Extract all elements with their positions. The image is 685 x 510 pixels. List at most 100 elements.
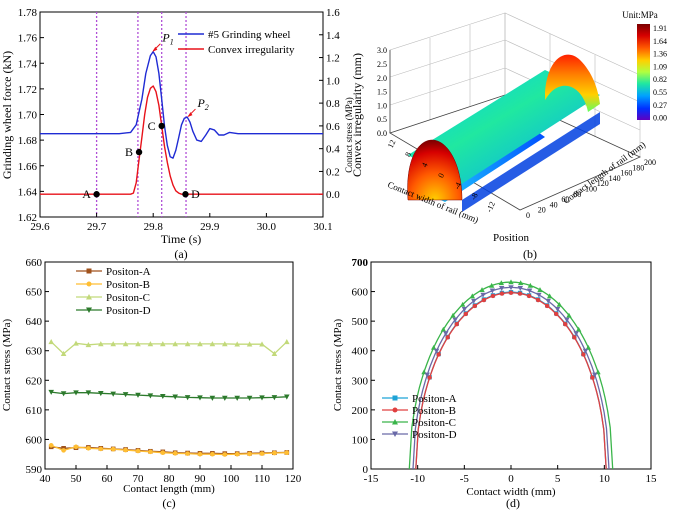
data-point <box>135 341 141 347</box>
colorbar-tick-label: 1.64 <box>653 37 667 46</box>
data-point <box>554 311 559 317</box>
data-point <box>160 450 166 456</box>
panel-d-xlabel: Contact width (mm) <box>466 486 556 498</box>
x-tick-label: 8 <box>403 151 413 158</box>
data-point <box>469 293 476 299</box>
panel-a-y2label: Convex irregularity (mm) <box>350 53 364 177</box>
data-point <box>122 341 129 347</box>
data-point <box>122 392 129 398</box>
data-point <box>536 292 542 298</box>
y2-tick-label: 1.4 <box>326 30 340 42</box>
annotation-subscript: 1 <box>170 38 174 47</box>
data-point <box>172 394 178 400</box>
data-point <box>160 341 166 347</box>
z-tick-label: 2.5 <box>377 60 387 69</box>
colorbar-tick-label: 0.00 <box>653 114 667 123</box>
x-tick-label: 4 <box>420 161 430 168</box>
surface-x-ticks: 12 840 -4 -8 -12 <box>386 138 497 213</box>
point-label-d: D <box>191 187 200 201</box>
legend-marker <box>392 431 398 437</box>
data-point <box>284 394 290 400</box>
data-point <box>463 311 468 317</box>
x-tick-label: 110 <box>254 473 271 485</box>
point-c <box>158 122 165 130</box>
annotation-subscript: 2 <box>205 103 209 112</box>
y-tick-label: 620 <box>26 375 43 387</box>
series-line-positon-c <box>50 341 288 355</box>
data-point <box>98 341 104 347</box>
data-point <box>544 303 550 309</box>
x-tick-label: 29.9 <box>200 221 220 233</box>
panel-b-surface: 0.0 0.5 1.0 1.5 2.0 2.5 3.0 Contact stress (MP… <box>344 10 667 261</box>
data-point <box>110 446 116 452</box>
grinding-force-line <box>40 51 323 159</box>
data-point <box>184 341 191 347</box>
data-point <box>481 297 487 303</box>
y-tick-label: 650 <box>26 287 43 299</box>
point-a <box>93 191 100 198</box>
data-point <box>545 298 551 304</box>
data-point <box>479 287 485 293</box>
data-point <box>563 321 568 327</box>
data-point <box>123 447 128 453</box>
x-tick-label: 29.7 <box>87 221 107 233</box>
data-point <box>499 291 505 296</box>
data-point <box>197 451 203 457</box>
data-point <box>508 279 514 285</box>
y-tick-label: 0 <box>363 464 369 476</box>
point-d <box>182 191 189 198</box>
panel-c-series <box>48 339 290 457</box>
panel-a-caption: (a) <box>174 247 187 261</box>
surface-floor <box>389 94 641 211</box>
data-point <box>259 451 265 456</box>
surface-y-label: Contact length of rail (mm) <box>561 139 647 205</box>
data-point <box>284 339 290 345</box>
data-point <box>581 352 586 357</box>
data-point <box>508 290 514 295</box>
x-tick-label: -5 <box>460 473 470 485</box>
data-point <box>209 341 216 347</box>
panel-c-frame <box>44 261 294 470</box>
data-point <box>592 372 598 378</box>
data-point <box>73 340 79 346</box>
data-point <box>517 280 524 286</box>
y2-tick-label: 1.2 <box>326 53 340 65</box>
data-point <box>508 285 514 291</box>
data-point <box>147 393 154 399</box>
data-point <box>590 375 595 380</box>
x-tick-label: -10 <box>410 473 425 485</box>
x-tick-label: 70 <box>133 473 145 485</box>
z-tick-label: 3.0 <box>377 46 387 55</box>
colorbar-ticks: 1.91 1.64 1.36 1.09 0.82 0.55 0.27 0.00 <box>653 24 667 123</box>
far-stress-dome <box>545 54 600 112</box>
x-tick-label: 0 <box>508 473 514 485</box>
data-point <box>566 312 572 318</box>
data-point <box>537 287 543 293</box>
data-point <box>148 449 153 455</box>
data-point <box>234 395 240 401</box>
data-point <box>452 317 458 323</box>
data-point <box>430 344 437 350</box>
panel-c-caption: (c) <box>162 496 175 510</box>
data-point <box>556 301 563 307</box>
surface-position-label: Position <box>493 232 530 244</box>
data-point <box>517 286 524 291</box>
y-tick-label: 630 <box>26 346 43 358</box>
y-tick-label: 200 <box>352 405 369 417</box>
data-point <box>284 450 290 456</box>
data-point <box>73 444 79 450</box>
y-tick-label: 0 <box>526 211 530 220</box>
panel-a-ticks: 29.6 29.7 29.8 29.9 30.0 30.11.621.641.661.68… <box>18 7 341 233</box>
y-tick-label: 80 <box>573 190 581 199</box>
data-point <box>572 335 577 340</box>
y-tick-label: 20 <box>538 206 546 215</box>
y-tick-label: 1.70 <box>18 110 38 122</box>
data-point <box>272 450 277 456</box>
y-tick-label: 640 <box>26 316 43 328</box>
legend-marker <box>86 294 92 300</box>
annotation-arrowhead <box>187 112 193 118</box>
data-point <box>489 288 496 294</box>
y-tick-label: 100 <box>352 434 369 446</box>
y-tick-label: 1.64 <box>18 186 38 198</box>
